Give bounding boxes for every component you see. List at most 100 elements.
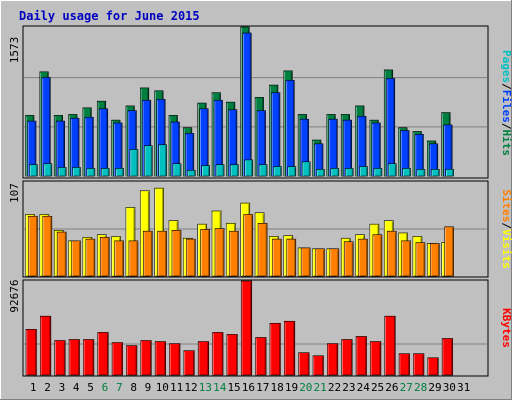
bar-kbytes-day-27-fill [398,353,410,376]
bar-files-day-25 [371,122,381,177]
bar-kbytes-day-11 [169,343,181,376]
bar-kbytes-day-17 [255,337,267,376]
bar-pages-day-12 [187,170,196,177]
bar-kbytes-day-15 [226,334,238,376]
bar-pages-day-27 [402,168,411,177]
legend-visits-item-2: Visits [500,229,512,269]
x-tick-label-day-3: 3 [59,381,66,394]
bar-kbytes-day-18 [269,322,281,376]
x-tick-label-day-24: 24 [357,381,371,394]
bar-sites-day-30 [444,226,454,277]
bar-pages-day-8 [129,149,139,177]
bar-kbytes-day-21 [312,355,324,376]
bar-kbytes-day-21-fill [312,355,324,376]
bar-pages-day-12-fill [187,170,196,177]
bar-pages-day-20 [301,161,311,177]
bar-pages-day-10-fill [158,144,167,177]
bar-sites-day-23-fill [343,241,354,277]
x-tick-label-day-25: 25 [371,381,384,394]
bar-sites-day-4-fill [71,240,81,277]
bar-pages-day-30 [445,169,454,177]
bar-sites-day-19 [286,238,297,277]
bar-kbytes-day-23-fill [341,339,353,376]
bar-kbytes-day-2-fill [40,315,52,376]
bar-kbytes-day-3 [54,340,66,376]
x-tick-label-day-19: 19 [285,381,298,394]
bar-kbytes-day-16 [240,280,253,376]
bar-sites-day-24 [358,238,368,277]
bar-pages-day-23 [344,168,354,177]
bar-kbytes-day-12-fill [183,350,195,376]
bar-kbytes-day-2 [40,315,52,376]
bar-kbytes-day-30-fill [441,338,453,376]
x-tick-label-day-10: 10 [156,381,169,394]
bar-sites-day-16 [243,214,254,277]
bar-pages-day-27-fill [402,168,411,177]
bar-sites-day-30-fill [444,226,454,277]
bar-pages-day-5-fill [86,168,96,177]
bar-pages-day-10 [158,144,167,177]
x-tick-label-day-27: 27 [400,381,413,394]
bar-pages-day-8-fill [129,149,139,177]
bars-layer [25,26,454,376]
bar-sites-day-22 [329,248,340,277]
bar-pages-day-24-fill [359,166,368,177]
bar-kbytes-day-28-fill [413,353,425,376]
bar-kbytes-day-9-fill [140,340,152,376]
bar-sites-day-14 [214,228,225,277]
bar-sites-day-29 [429,243,440,277]
bar-files-day-4 [70,117,80,177]
bar-sites-day-13-fill [200,229,210,277]
x-tick-label-day-15: 15 [227,381,240,394]
bar-sites-day-18 [272,238,282,277]
x-tick-label-day-2: 2 [44,381,51,394]
bar-files-day-13 [199,108,209,177]
bar-files-day-23 [342,119,353,177]
bar-kbytes-day-22 [327,343,339,376]
bar-sites-day-12 [186,238,196,277]
bar-kbytes-day-4-fill [68,339,80,376]
bar-kbytes-day-13 [197,341,209,376]
bar-kbytes-day-6 [97,332,109,376]
bar-files-day-16 [242,32,252,177]
bar-kbytes-day-15-fill [226,334,238,376]
x-tick-label-day-4: 4 [73,381,80,394]
bar-pages-day-17-fill [258,164,268,177]
bar-sites-day-17-fill [257,222,268,277]
bar-sites-day-22-fill [329,248,340,277]
bar-pages-day-15-fill [230,164,239,177]
bar-kbytes-day-7 [111,342,123,376]
bar-pages-day-21 [316,169,325,177]
bar-pages-day-26 [387,163,397,177]
bar-kbytes-day-23 [341,339,353,376]
bar-sites-day-5 [85,238,96,277]
x-tick-label-day-31: 31 [457,381,470,394]
bar-files-day-24 [357,116,367,177]
bar-files-day-2 [41,77,51,177]
x-tick-label-day-13: 13 [199,381,212,394]
bar-sites-day-24-fill [358,238,368,277]
bar-sites-day-4 [71,240,81,277]
bar-kbytes-day-8 [126,345,138,376]
bar-pages-day-16 [244,159,254,177]
legend-visits: Sites/Visits [500,189,512,269]
bar-pages-day-30-fill [445,169,454,177]
bar-sites-day-20 [300,247,311,277]
x-tick-label-day-18: 18 [271,381,284,394]
bar-sites-day-29-fill [429,243,440,277]
bar-pages-day-9-fill [144,145,153,177]
bar-pages-day-20-fill [301,161,311,177]
bar-sites-day-26-fill [386,230,397,277]
x-tick-label-day-30: 30 [443,381,456,394]
bar-kbytes-day-13-fill [197,341,209,376]
bar-sites-day-26 [386,230,397,277]
bar-pages-day-18-fill [273,166,282,177]
legend-visits-item-1: / [500,222,512,229]
bar-sites-day-1-fill [28,215,38,277]
bar-sites-day-12-fill [186,238,196,277]
legend-usage-item-3: / [500,123,512,130]
bar-files-day-12 [185,133,195,177]
bar-sites-day-9 [143,230,153,277]
